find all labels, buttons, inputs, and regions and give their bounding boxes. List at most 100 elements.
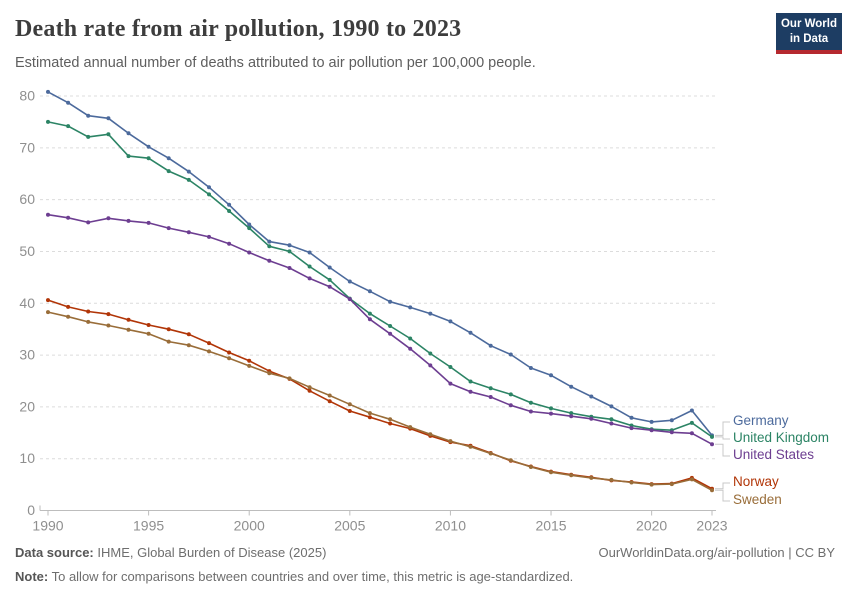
data-point-united-kingdom-1995[interactable] xyxy=(146,156,151,161)
legend-label-united-kingdom[interactable]: United Kingdom xyxy=(733,430,830,445)
data-point-germany-1994[interactable] xyxy=(126,131,131,136)
data-point-norway-1999[interactable] xyxy=(227,350,232,355)
data-point-united-kingdom-2018[interactable] xyxy=(609,417,614,422)
data-point-sweden-1997[interactable] xyxy=(186,343,191,348)
data-point-germany-2017[interactable] xyxy=(589,394,594,399)
data-point-germany-1997[interactable] xyxy=(186,169,191,174)
data-point-sweden-2005[interactable] xyxy=(347,402,352,407)
data-point-sweden-2023[interactable] xyxy=(710,488,714,493)
series-line-united-states[interactable] xyxy=(47,213,713,445)
data-point-united-states-1995[interactable] xyxy=(146,220,151,225)
data-point-norway-2005[interactable] xyxy=(347,409,352,413)
data-point-united-states-2011[interactable] xyxy=(468,389,473,394)
data-point-united-states-2010[interactable] xyxy=(448,381,453,386)
data-point-germany-2007[interactable] xyxy=(388,299,393,304)
data-point-sweden-1993[interactable] xyxy=(106,323,111,328)
data-point-germany-1993[interactable] xyxy=(106,116,111,121)
data-point-united-states-2018[interactable] xyxy=(609,421,614,426)
data-point-united-states-1993[interactable] xyxy=(106,216,111,221)
data-point-united-states-2021[interactable] xyxy=(669,430,674,435)
data-point-sweden-2004[interactable] xyxy=(327,393,332,398)
data-point-sweden-2011[interactable] xyxy=(468,444,473,449)
data-point-germany-2016[interactable] xyxy=(569,384,574,389)
data-point-united-states-2009[interactable] xyxy=(428,363,433,368)
data-point-germany-1995[interactable] xyxy=(146,144,151,149)
data-point-sweden-2019[interactable] xyxy=(629,480,634,485)
data-point-norway-2007[interactable] xyxy=(388,421,393,426)
data-point-sweden-1999[interactable] xyxy=(227,356,232,361)
data-point-united-states-2008[interactable] xyxy=(408,346,413,351)
data-point-norway-1997[interactable] xyxy=(186,332,191,337)
data-point-sweden-2010[interactable] xyxy=(448,439,453,444)
data-point-sweden-1990[interactable] xyxy=(46,310,50,315)
data-point-united-states-2022[interactable] xyxy=(689,431,694,436)
data-point-united-states-2007[interactable] xyxy=(388,331,393,336)
data-point-sweden-1996[interactable] xyxy=(166,339,171,344)
data-point-united-kingdom-1999[interactable] xyxy=(227,209,232,213)
data-point-norway-1994[interactable] xyxy=(126,317,131,322)
data-point-united-kingdom-2009[interactable] xyxy=(428,351,433,356)
data-point-united-states-2014[interactable] xyxy=(528,409,533,414)
series-line-sweden[interactable] xyxy=(47,311,713,492)
data-point-united-kingdom-2007[interactable] xyxy=(388,324,393,328)
data-point-united-kingdom-1998[interactable] xyxy=(207,192,211,197)
series-line-united-kingdom[interactable] xyxy=(47,121,713,438)
data-point-sweden-1995[interactable] xyxy=(146,331,151,336)
data-point-norway-1992[interactable] xyxy=(86,309,91,314)
footer-link[interactable]: OurWorldinData.org/air-pollution | CC BY xyxy=(598,545,835,560)
data-point-germany-1996[interactable] xyxy=(166,156,171,161)
data-point-sweden-2020[interactable] xyxy=(649,482,654,487)
data-point-germany-2013[interactable] xyxy=(508,352,513,357)
data-point-united-states-1990[interactable] xyxy=(46,212,50,217)
data-point-united-states-1997[interactable] xyxy=(186,230,191,235)
data-point-united-states-1999[interactable] xyxy=(227,241,232,246)
data-point-norway-2000[interactable] xyxy=(247,358,252,363)
data-point-united-kingdom-1994[interactable] xyxy=(126,154,131,159)
data-point-sweden-1994[interactable] xyxy=(126,327,131,332)
data-point-germany-2001[interactable] xyxy=(267,239,272,244)
data-point-germany-2019[interactable] xyxy=(629,415,634,420)
data-point-united-kingdom-1997[interactable] xyxy=(186,177,191,182)
data-point-sweden-2017[interactable] xyxy=(589,475,594,480)
series-united-kingdom[interactable] xyxy=(46,119,714,439)
data-point-united-kingdom-2023[interactable] xyxy=(710,434,714,439)
data-point-norway-1996[interactable] xyxy=(166,327,171,332)
data-point-sweden-2016[interactable] xyxy=(569,473,574,478)
data-point-united-kingdom-2011[interactable] xyxy=(468,379,473,384)
data-point-germany-2002[interactable] xyxy=(287,243,292,248)
series-united-states[interactable] xyxy=(46,212,714,447)
data-point-united-kingdom-2000[interactable] xyxy=(247,226,252,231)
data-point-united-kingdom-2013[interactable] xyxy=(508,392,513,397)
data-point-united-states-2000[interactable] xyxy=(247,250,252,255)
data-point-germany-2021[interactable] xyxy=(669,418,674,423)
data-point-sweden-2022[interactable] xyxy=(689,477,694,482)
data-point-united-kingdom-2012[interactable] xyxy=(488,386,493,391)
data-point-sweden-2002[interactable] xyxy=(287,376,292,381)
data-point-united-states-2013[interactable] xyxy=(508,403,513,408)
data-point-united-kingdom-1992[interactable] xyxy=(86,134,91,139)
data-point-germany-2022[interactable] xyxy=(689,408,694,413)
data-point-sweden-2008[interactable] xyxy=(408,425,413,430)
data-point-germany-1999[interactable] xyxy=(227,202,232,207)
data-point-united-states-2023[interactable] xyxy=(710,442,714,447)
data-point-germany-1992[interactable] xyxy=(86,113,91,118)
data-point-united-kingdom-2014[interactable] xyxy=(528,400,533,405)
data-point-united-states-2005[interactable] xyxy=(347,297,352,302)
data-point-united-kingdom-2001[interactable] xyxy=(267,244,272,249)
data-point-united-states-2019[interactable] xyxy=(629,426,634,431)
data-point-norway-1998[interactable] xyxy=(207,341,211,346)
data-point-united-states-2001[interactable] xyxy=(267,258,272,263)
data-point-united-states-2004[interactable] xyxy=(327,284,332,289)
data-point-sweden-2014[interactable] xyxy=(528,465,533,469)
data-point-germany-2003[interactable] xyxy=(307,250,312,255)
data-point-united-kingdom-1993[interactable] xyxy=(106,132,111,137)
data-point-norway-1995[interactable] xyxy=(146,323,151,327)
series-line-germany[interactable] xyxy=(47,91,713,436)
data-point-united-kingdom-2010[interactable] xyxy=(448,365,453,369)
data-point-germany-2006[interactable] xyxy=(367,289,372,294)
legend-label-sweden[interactable]: Sweden xyxy=(733,492,782,507)
data-point-norway-2004[interactable] xyxy=(327,399,332,404)
data-point-germany-2010[interactable] xyxy=(448,319,453,324)
data-point-united-kingdom-2015[interactable] xyxy=(549,406,553,411)
data-point-united-kingdom-1996[interactable] xyxy=(166,169,171,174)
